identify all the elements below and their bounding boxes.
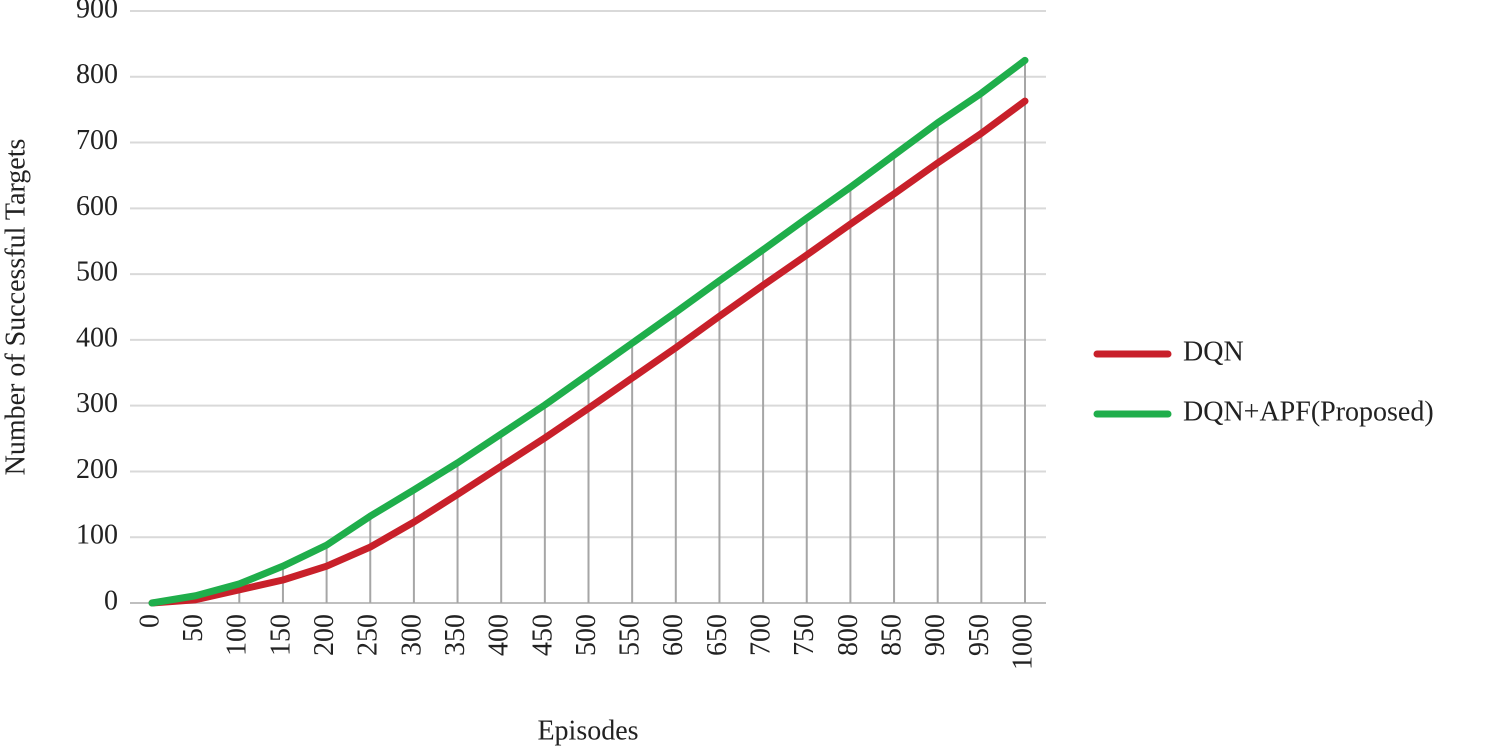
y-axis-label: Number of Successful Targets [0,139,31,476]
x-tick-label: 0 [134,614,165,628]
x-tick-label: 850 [876,614,907,656]
x-tick-label: 700 [746,614,777,656]
x-tick-label: 200 [309,614,340,656]
x-tick-label: 550 [615,614,646,656]
x-tick-label: 950 [964,614,995,656]
x-tick-label: 800 [833,614,864,656]
y-tick-label: 300 [76,388,118,419]
series-line [148,97,1029,607]
x-tick-label: 500 [571,614,602,656]
legend-label: DQN [1183,336,1244,367]
x-tick-label: 450 [527,614,558,656]
y-tick-label: 900 [76,0,118,24]
y-tick-label: 400 [76,322,118,353]
x-tick-label: 300 [396,614,427,656]
y-tick-label: 100 [76,520,118,551]
x-tick-label: 900 [920,614,951,656]
y-tick-label: 200 [76,454,118,485]
y-tick-label: 600 [76,191,118,222]
x-tick-label: 250 [353,614,384,656]
x-tick-label: 750 [789,614,820,656]
x-tick-label: 400 [484,614,515,656]
legend-label: DQN+APF(Proposed) [1183,396,1434,427]
x-tick-label: 50 [178,614,209,642]
y-tick-label: 0 [104,585,118,616]
x-tick-label: 1000 [1007,614,1038,670]
x-axis-label: Episodes [537,715,638,746]
y-tick-label: 500 [76,257,118,288]
series-line [148,56,1029,607]
x-tick-label: 350 [440,614,471,656]
y-tick-label: 800 [76,59,118,90]
x-tick-label: 150 [265,614,296,656]
x-tick-label: 650 [702,614,733,656]
x-tick-label: 600 [658,614,689,656]
y-tick-label: 700 [76,125,118,156]
x-tick-label: 100 [222,614,253,656]
